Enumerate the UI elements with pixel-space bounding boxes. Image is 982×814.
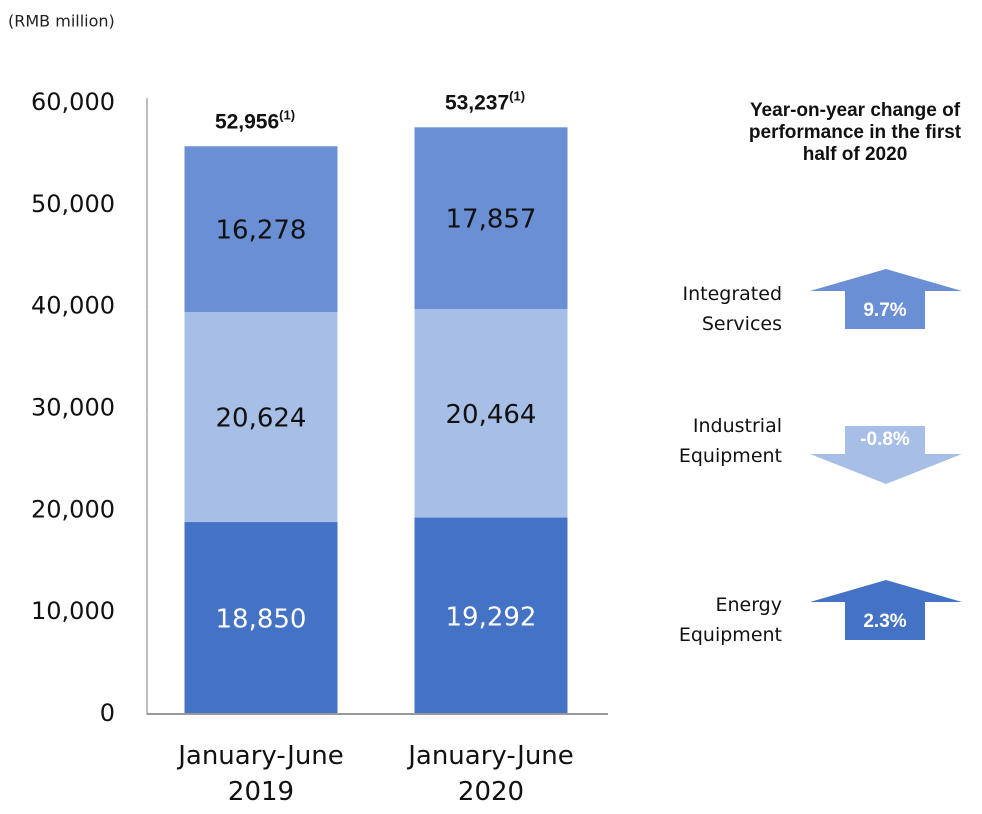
value-label: 20,464: [446, 400, 537, 430]
x-tick-label: January-June 2019: [178, 741, 344, 807]
total-label: 53,237(1): [445, 89, 525, 114]
y-tick-label: 40,000: [31, 292, 115, 320]
y-tick-label: 20,000: [31, 495, 115, 523]
bar-segment: [414, 517, 568, 714]
y-tick-label: 30,000: [31, 394, 115, 422]
value-label: 16,278: [216, 216, 307, 246]
total-note: (1): [279, 108, 295, 123]
value-label: 17,857: [446, 205, 537, 235]
total-value: 52,956: [215, 110, 279, 133]
change-arrow: [810, 269, 962, 329]
value-label: 19,292: [446, 602, 537, 632]
change-arrow: [810, 580, 962, 640]
bar-segment: [184, 312, 338, 523]
change-label: 9.7%: [863, 300, 906, 321]
unit-label: (RMB million): [8, 12, 115, 31]
bar-segment: [414, 309, 568, 518]
total-value: 53,237: [445, 91, 509, 114]
x-tick-label: January-June 2020: [408, 741, 574, 807]
change-title: Year-on-year change of performance in th…: [748, 100, 962, 165]
bar-segment: [184, 522, 338, 714]
value-label: 18,850: [216, 605, 307, 635]
change-label: 2.3%: [863, 611, 906, 632]
total-note: (1): [509, 89, 525, 104]
legend-label: Energy Equipment: [678, 594, 782, 646]
bar-segment: [414, 127, 568, 310]
change-label: -0.8%: [860, 429, 910, 450]
total-label: 52,956(1): [215, 108, 295, 133]
y-tick-label: 60,000: [31, 88, 115, 116]
legend-label: Industrial Equipment: [678, 415, 782, 467]
y-tick-label: 50,000: [31, 190, 115, 218]
y-tick-label: 0: [100, 699, 115, 727]
value-label: 20,624: [216, 404, 307, 434]
y-tick-label: 10,000: [31, 597, 115, 625]
bar-segment: [184, 146, 338, 313]
change-arrow: [810, 426, 962, 484]
legend-label: Integrated Services: [682, 283, 783, 335]
